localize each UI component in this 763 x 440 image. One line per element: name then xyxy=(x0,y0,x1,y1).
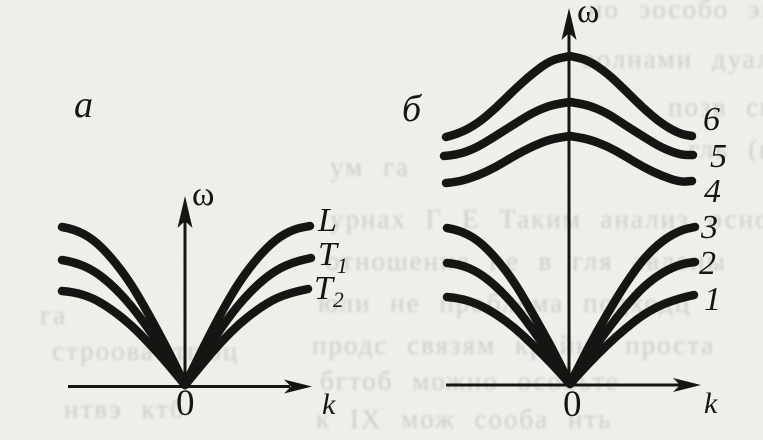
dispersion-curve-5 xyxy=(439,97,698,161)
omega-axis-arrowhead xyxy=(561,8,577,40)
omega-axis-label: ω xyxy=(577,0,600,30)
curve-label-5: 5 xyxy=(710,138,727,175)
curve-label-T2: T2 xyxy=(314,272,344,312)
curve-label-main: T xyxy=(318,236,337,273)
k-axis-arrowhead xyxy=(673,378,701,392)
panel-a-label: а xyxy=(74,84,93,126)
panel-b-curves xyxy=(439,51,700,389)
origin-label: 0 xyxy=(563,384,582,425)
curve-label-1: 1 xyxy=(704,281,721,318)
curve-label-3: 3 xyxy=(701,209,718,246)
dispersion-curve-1 xyxy=(442,290,699,389)
curve-label-main: L xyxy=(318,202,337,239)
k-axis-label: k xyxy=(322,388,336,421)
dispersion-curve-6 xyxy=(441,51,697,142)
curve-label-6: 6 xyxy=(703,101,720,138)
omega-axis-label: ω xyxy=(192,176,215,213)
panel-b-label: б xyxy=(402,88,422,130)
panel-a-curves xyxy=(57,221,316,390)
panel-a xyxy=(57,196,316,394)
panel-b xyxy=(439,8,701,392)
curve-label-4: 4 xyxy=(704,173,721,210)
curve-label-2: 2 xyxy=(699,245,716,282)
curve-label-T1: T1 xyxy=(318,238,348,278)
curve-label-main: T xyxy=(314,270,333,307)
omega-axis-arrowhead xyxy=(177,196,193,228)
curve-label-L: L xyxy=(318,204,337,244)
dispersion-curve-4 xyxy=(441,131,697,188)
origin-label: 0 xyxy=(176,383,195,424)
k-axis-arrowhead xyxy=(284,379,312,394)
curve-label-sub: 1 xyxy=(336,253,348,278)
dispersion-curve-T2 xyxy=(57,284,313,390)
k-axis-label: k xyxy=(704,387,718,420)
curve-label-sub: 2 xyxy=(332,287,344,312)
